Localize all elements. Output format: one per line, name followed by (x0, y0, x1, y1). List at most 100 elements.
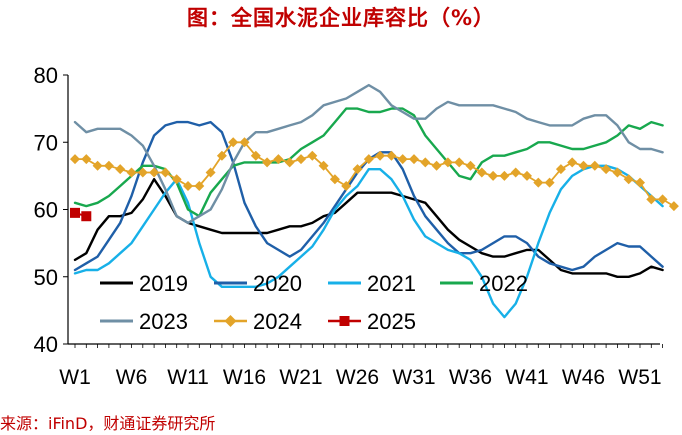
legend-marker (339, 316, 350, 326)
data-point-2025 (70, 207, 80, 218)
data-point-2024 (420, 157, 431, 168)
data-point-2024 (149, 167, 160, 178)
data-point-2024 (612, 167, 623, 178)
series-2019 (73, 177, 664, 278)
data-point-2024 (273, 154, 284, 165)
legend-label: 2022 (479, 271, 528, 296)
data-point-2024 (115, 164, 126, 175)
legend-label: 2025 (367, 309, 416, 334)
data-point-2024 (183, 180, 193, 191)
data-point-2024 (81, 154, 92, 165)
x-tick-label: W41 (505, 366, 548, 389)
data-point-2024 (262, 157, 273, 168)
data-point-2024 (488, 170, 499, 181)
data-point-2024 (623, 174, 634, 185)
legend-label: 2021 (367, 271, 416, 296)
series-layer (70, 83, 679, 319)
series-2023 (73, 83, 664, 225)
y-tick-label: 50 (34, 265, 58, 290)
y-tick-label: 70 (34, 130, 58, 155)
series-2025 (70, 207, 92, 222)
data-point-2024 (284, 157, 295, 168)
x-tick-label: W6 (116, 366, 148, 389)
data-point-2024 (239, 137, 250, 148)
x-tick-label: W16 (223, 366, 266, 389)
data-point-2024 (555, 164, 566, 175)
data-point-2024 (465, 160, 476, 171)
data-point-2024 (386, 150, 397, 161)
data-point-2024 (522, 170, 532, 181)
data-point-2024 (296, 154, 306, 165)
data-point-2024 (352, 164, 363, 175)
data-point-2024 (228, 137, 239, 148)
data-point-2024 (250, 150, 261, 161)
data-point-2024 (137, 167, 148, 178)
legend-item-2024: 2024 (214, 309, 302, 334)
series-line-2019 (73, 177, 664, 278)
series-line-2023 (73, 83, 664, 225)
legend-item-2023: 2023 (100, 309, 188, 334)
data-point-2024 (318, 160, 329, 171)
data-point-2024 (409, 154, 419, 165)
x-tick-label: W26 (336, 366, 379, 389)
axes: 40 50 60 70 80 W1 W6 W11 W16 W21 W26 W31 W36 W41 W46 W5… (34, 63, 663, 389)
data-point-2024 (103, 160, 114, 171)
legend: 2019 2020 2021 2022 2023 2024 2025 (100, 271, 528, 334)
data-point-2024 (476, 167, 487, 178)
x-tick-label: W1 (59, 366, 91, 389)
data-point-2024 (635, 177, 645, 188)
x-tick-label: W46 (562, 366, 605, 389)
y-tick-label: 40 (34, 332, 58, 357)
legend-item-2020: 2020 (214, 271, 302, 296)
data-point-2024 (194, 180, 205, 191)
source-note: 来源：iFinD，财通证券研究所 (0, 414, 216, 433)
legend-label: 2023 (139, 309, 188, 334)
data-point-2024 (92, 160, 103, 171)
data-point-2024 (205, 167, 216, 178)
data-point-2024 (668, 201, 679, 212)
data-point-2024 (454, 157, 465, 168)
data-point-2024 (646, 194, 657, 205)
data-point-2024 (341, 180, 352, 191)
data-point-2024 (160, 167, 171, 178)
data-point-2024 (216, 150, 227, 161)
series-line-2021 (73, 164, 664, 319)
data-point-2024 (499, 170, 510, 181)
data-point-2024 (431, 160, 442, 171)
data-point-2024 (589, 160, 600, 171)
data-point-2024 (544, 177, 555, 188)
data-point-2024 (397, 154, 408, 165)
legend-item-2025: 2025 (328, 309, 416, 334)
legend-item-2021: 2021 (328, 271, 416, 296)
x-tick-label: W31 (392, 366, 435, 389)
legend-marker (224, 315, 237, 327)
x-tick-label: W21 (279, 366, 322, 389)
data-point-2024 (510, 167, 521, 178)
data-point-2024 (533, 177, 544, 188)
y-tick-label: 80 (34, 63, 58, 88)
y-tick-label: 60 (34, 198, 58, 223)
series-2024 (70, 137, 679, 212)
legend-label: 2020 (253, 271, 302, 296)
data-point-2024 (307, 150, 318, 161)
legend-item-2022: 2022 (440, 271, 528, 296)
series-2021 (73, 164, 664, 319)
legend-label: 2019 (139, 271, 188, 296)
data-point-2024 (375, 150, 386, 161)
x-tick-label: W51 (618, 366, 661, 389)
data-point-2024 (363, 154, 374, 165)
legend-label: 2024 (253, 309, 302, 334)
data-point-2024 (567, 157, 578, 168)
data-point-2024 (70, 154, 80, 165)
data-point-2024 (171, 174, 182, 185)
data-point-2025 (81, 211, 92, 222)
x-tick-label: W11 (167, 366, 209, 389)
data-point-2024 (601, 164, 612, 175)
legend-item-2019: 2019 (100, 271, 188, 296)
data-point-2024 (329, 174, 340, 185)
data-point-2024 (657, 194, 668, 205)
data-point-2024 (578, 160, 589, 171)
x-tick-label: W36 (449, 366, 492, 389)
chart-title: 图：全国水泥企业库容比（%） (186, 6, 496, 30)
